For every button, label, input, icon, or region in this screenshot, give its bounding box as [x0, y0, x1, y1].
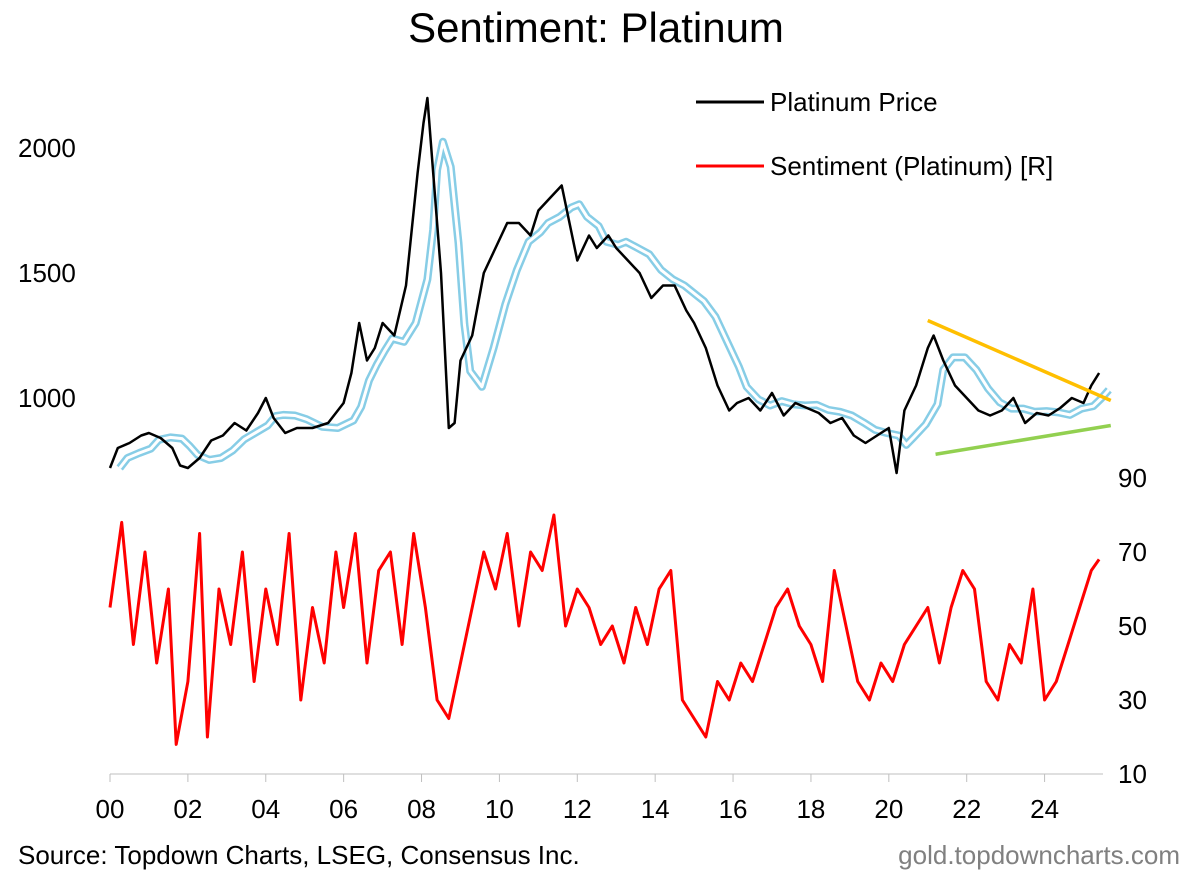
moving-average-band	[116, 137, 1112, 471]
x-tick-label: 16	[719, 794, 748, 824]
x-tick-label: 12	[563, 794, 592, 824]
right-tick-label: 50	[1118, 611, 1147, 641]
legend: Platinum Price Sentiment (Platinum) [R]	[696, 87, 1053, 181]
x-tick-label: 10	[485, 794, 514, 824]
x-tick-label: 22	[952, 794, 981, 824]
series-layer	[108, 96, 1112, 746]
x-tick-label: 02	[173, 794, 202, 824]
sentiment-line	[108, 513, 1101, 746]
resistance-trendline	[927, 318, 1112, 403]
x-tick-label: 08	[407, 794, 436, 824]
moving-average-center	[118, 140, 1110, 469]
right-tick-label: 90	[1118, 463, 1147, 493]
x-tick-label: 14	[641, 794, 670, 824]
left-tick-label: 1000	[18, 383, 76, 413]
x-tick-label: 20	[874, 794, 903, 824]
support-trendline	[935, 423, 1112, 456]
x-tick-label: 24	[1030, 794, 1059, 824]
platinum-price-line	[108, 96, 1101, 475]
left-tick-label: 2000	[18, 133, 76, 163]
axes: 00 02 04 06 08 10 12 14 16 18 20 22 24 1000 1500 2000 10…	[18, 133, 1147, 824]
website-link[interactable]: gold.topdowncharts.com	[898, 840, 1180, 870]
right-tick-label: 70	[1118, 537, 1147, 567]
chart-title: Sentiment: Platinum	[408, 4, 784, 51]
source-note: Source: Topdown Charts, LSEG, Consensus …	[18, 840, 580, 870]
x-tick-label: 04	[251, 794, 280, 824]
legend-label: Platinum Price	[770, 87, 938, 117]
left-tick-label: 1500	[18, 258, 76, 288]
x-tick-label: 06	[329, 794, 358, 824]
right-tick-label: 10	[1118, 759, 1147, 789]
x-tick-label: 00	[96, 794, 125, 824]
x-tick-label: 18	[796, 794, 825, 824]
right-tick-label: 30	[1118, 685, 1147, 715]
legend-label: Sentiment (Platinum) [R]	[770, 151, 1053, 181]
